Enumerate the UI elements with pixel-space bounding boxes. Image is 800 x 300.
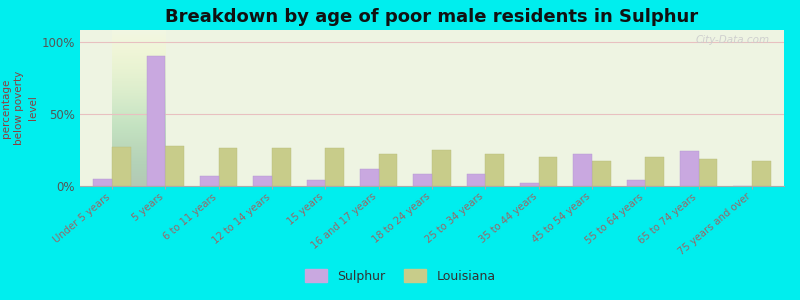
Bar	[254, 176, 272, 186]
Bar	[626, 180, 646, 186]
Y-axis label: percentage
below poverty
level: percentage below poverty level	[1, 71, 38, 145]
Bar	[360, 169, 378, 186]
Bar	[94, 179, 112, 186]
Bar	[680, 151, 698, 186]
Bar	[166, 146, 184, 186]
Bar	[592, 161, 610, 186]
Bar	[414, 174, 432, 186]
Bar	[218, 148, 238, 186]
Bar	[200, 176, 218, 186]
Bar	[574, 154, 592, 186]
Legend: Sulphur, Louisiana: Sulphur, Louisiana	[299, 264, 501, 288]
Text: City-Data.com: City-Data.com	[696, 35, 770, 45]
Bar	[538, 157, 558, 186]
Title: Breakdown by age of poor male residents in Sulphur: Breakdown by age of poor male residents …	[166, 8, 698, 26]
Bar	[698, 159, 718, 186]
Bar	[326, 148, 344, 186]
Bar	[520, 183, 538, 186]
Bar	[486, 154, 504, 186]
Bar	[646, 157, 664, 186]
Bar	[112, 147, 130, 186]
Bar	[306, 180, 326, 186]
Bar	[752, 161, 770, 186]
Bar	[432, 150, 450, 186]
Bar	[146, 56, 166, 186]
Bar	[466, 174, 486, 186]
Bar	[378, 154, 398, 186]
Bar	[272, 148, 290, 186]
